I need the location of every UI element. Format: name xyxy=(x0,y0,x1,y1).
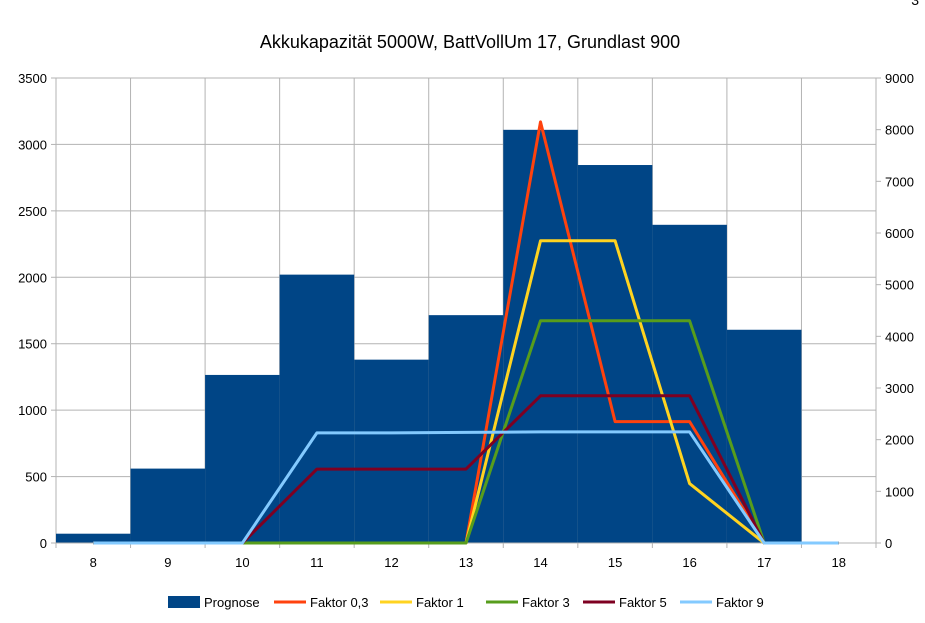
bar-prognose xyxy=(428,315,504,543)
x-tick-label: 11 xyxy=(310,555,324,570)
legend-label: Faktor 1 xyxy=(416,595,464,610)
legend-label: Faktor 9 xyxy=(716,595,764,610)
y-tick-label: 500 xyxy=(25,470,47,485)
y2-tick-label: 0 xyxy=(885,536,892,551)
x-tick-label: 14 xyxy=(533,555,547,570)
bar-prognose xyxy=(205,374,280,543)
x-tick-label: 15 xyxy=(608,555,622,570)
legend: Prognose Faktor 0,3 Faktor 1 Faktor 3 Faktor… xyxy=(168,595,764,610)
y2-tick-label: 8000 xyxy=(885,123,914,138)
bar-prognose xyxy=(726,329,802,543)
y-tick-label: 1500 xyxy=(18,337,47,352)
y-tick-label: 2000 xyxy=(18,270,47,285)
y2-tick-label: 6000 xyxy=(885,226,914,241)
legend-label: Faktor 0,3 xyxy=(310,595,369,610)
line-faktor-9 xyxy=(93,430,839,545)
corner-mark: 3 xyxy=(911,0,919,8)
legend-label: Prognose xyxy=(204,595,260,610)
legend-label: Faktor 5 xyxy=(619,595,667,610)
bar-prognose xyxy=(577,165,653,543)
y2-tick-label: 4000 xyxy=(885,329,914,344)
y2-tick-label: 7000 xyxy=(885,174,914,189)
x-tick-label: 10 xyxy=(235,555,249,570)
y-tick-label: 0 xyxy=(40,536,47,551)
y-tick-label: 1000 xyxy=(18,403,47,418)
x-tick-label: 13 xyxy=(459,555,473,570)
y2-tick-label: 3000 xyxy=(885,381,914,396)
x-tick-label: 17 xyxy=(757,555,771,570)
x-tick-label: 18 xyxy=(831,555,845,570)
chart-title: Akkukapazität 5000W, BattVollUm 17, Grun… xyxy=(260,32,680,52)
bar-prognose xyxy=(652,224,727,544)
bar-prognose xyxy=(503,129,578,544)
y2-tick-label: 5000 xyxy=(885,278,914,293)
y2-tick-label: 2000 xyxy=(885,433,914,448)
x-tick-label: 8 xyxy=(90,555,97,570)
bar-prognose xyxy=(354,359,429,543)
y2-tick-label: 9000 xyxy=(885,71,914,86)
bar-prognose xyxy=(56,533,131,543)
x-tick-label: 16 xyxy=(682,555,696,570)
legend-swatch-bar xyxy=(168,596,200,608)
x-tick-label: 9 xyxy=(164,555,171,570)
x-tick-label: 12 xyxy=(384,555,398,570)
legend-label: Faktor 3 xyxy=(522,595,570,610)
y-tick-label: 3000 xyxy=(18,137,47,152)
y-tick-label: 3500 xyxy=(18,71,47,86)
y2-tick-label: 1000 xyxy=(885,484,914,499)
bar-prognose xyxy=(279,274,355,543)
bar-prognose xyxy=(130,468,206,543)
y-tick-label: 2500 xyxy=(18,204,47,219)
